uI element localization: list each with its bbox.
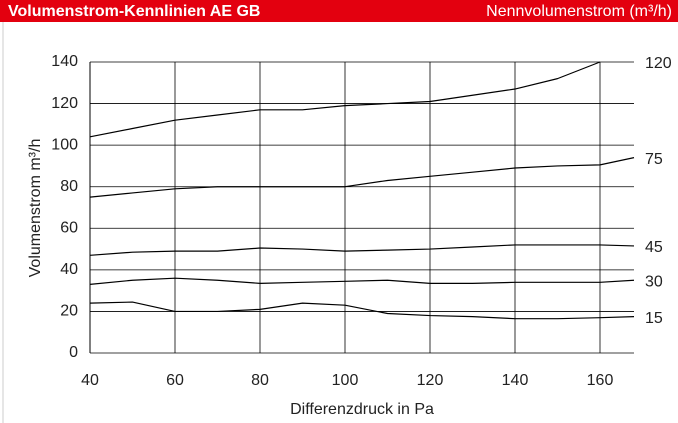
x-tick-label: 40: [81, 372, 99, 389]
series-line: [89, 277, 635, 286]
y-tick-label: 80: [60, 178, 78, 195]
series-label: 45: [645, 239, 663, 256]
header-bar: [0, 0, 678, 22]
y-tick-label: 120: [51, 95, 78, 112]
x-tick-label: 160: [587, 372, 614, 389]
y-tick-label: 60: [60, 220, 78, 237]
y-axis-label: Volumenstrom m³/h: [27, 139, 44, 278]
x-tick-label: 120: [417, 372, 444, 389]
y-tick-label: 0: [69, 344, 78, 361]
x-tick-label: 60: [166, 372, 184, 389]
x-tick-label: 140: [502, 372, 529, 389]
series-label: 120: [645, 55, 672, 72]
x-axis-label: Differenzdruck in Pa: [290, 401, 434, 418]
series-line: [89, 301, 635, 320]
x-tick-label: 100: [332, 372, 359, 389]
series-label: 30: [645, 273, 663, 290]
y-tick-label: 20: [60, 303, 78, 320]
series-line: [89, 157, 635, 198]
series-label: 15: [645, 310, 663, 327]
y-tick-label: 100: [51, 136, 78, 153]
chart-subtitle: Nennvolumenstrom (m³/h): [486, 3, 672, 20]
chart-title: Volumenstrom-Kennlinien AE GB: [8, 3, 260, 20]
x-tick-label: 80: [251, 372, 269, 389]
series-label: 75: [645, 151, 663, 168]
y-tick-label: 140: [51, 53, 78, 70]
series-line: [89, 61, 601, 138]
series-line: [89, 244, 635, 256]
y-tick-label: 40: [60, 261, 78, 278]
